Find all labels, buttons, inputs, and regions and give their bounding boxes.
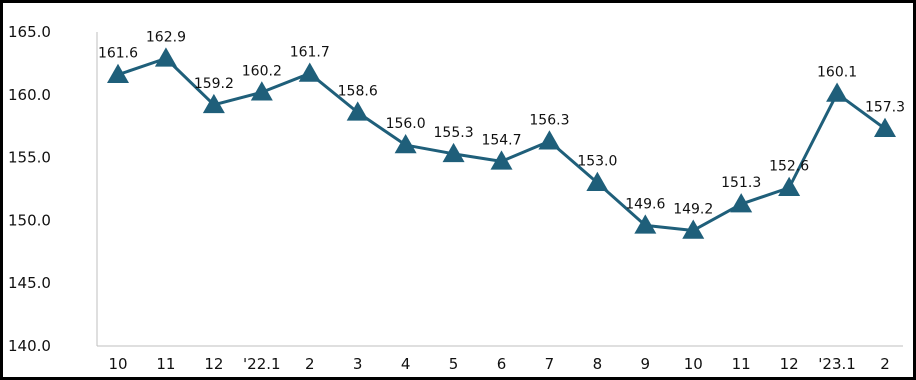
data-point-marker xyxy=(394,134,417,154)
y-tick-label: 160.0 xyxy=(8,86,51,104)
data-label: 149.2 xyxy=(673,201,713,217)
data-label: 159.2 xyxy=(194,76,234,92)
data-label: 161.6 xyxy=(98,46,138,62)
x-tick-label: 6 xyxy=(497,355,507,373)
data-label: 162.9 xyxy=(146,29,186,45)
data-point-marker xyxy=(586,171,609,191)
data-label: 160.1 xyxy=(817,65,857,81)
data-label: 151.3 xyxy=(721,175,761,191)
data-point-marker xyxy=(298,62,321,82)
x-tick-labels: 10 11 12 '22.1 2 3 4 5 6 7 8 9 10 11 12 '23.1 2 xyxy=(108,355,889,373)
series-markers xyxy=(107,47,896,239)
data-point-marker xyxy=(682,219,705,239)
y-tick-label: 155.0 xyxy=(8,149,51,167)
x-tick-label: 12 xyxy=(780,355,799,373)
data-point-marker xyxy=(202,93,225,114)
x-tick-label: 8 xyxy=(593,355,603,373)
line-chart: 140.0 145.0 150.0 155.0 160.0 165.0 10 11 12 '22… xyxy=(8,23,905,373)
x-tick-label: 9 xyxy=(641,355,651,373)
data-point-marker xyxy=(154,47,177,67)
x-tick-label: 5 xyxy=(449,355,459,373)
data-label: 158.6 xyxy=(338,83,378,99)
data-point-marker xyxy=(346,101,369,121)
x-tick-label: '23.1 xyxy=(818,355,856,373)
x-tick-label: 11 xyxy=(732,355,751,373)
data-point-marker xyxy=(538,130,561,150)
data-label: 153.0 xyxy=(577,154,617,170)
y-tick-labels: 140.0 145.0 150.0 155.0 160.0 165.0 xyxy=(8,23,51,355)
data-point-marker xyxy=(730,193,753,213)
x-tick-label: 12 xyxy=(204,355,223,373)
x-tick-label: 10 xyxy=(684,355,703,373)
data-label: 154.7 xyxy=(481,132,521,148)
x-tick-label: 4 xyxy=(401,355,411,373)
data-labels: 161.6 162.9 159.2 160.2 161.7 158.6 156.0 155.3… xyxy=(98,29,905,217)
x-tick-label: 3 xyxy=(353,355,363,373)
data-label: 161.7 xyxy=(290,44,330,60)
y-tick-label: 145.0 xyxy=(8,274,51,292)
data-label: 155.3 xyxy=(434,125,474,141)
data-point-marker xyxy=(250,81,273,101)
data-point-marker xyxy=(826,82,849,102)
y-tick-label: 140.0 xyxy=(8,337,51,355)
data-point-marker xyxy=(107,63,129,83)
y-tick-label: 165.0 xyxy=(8,23,51,41)
chart-axes xyxy=(96,32,903,347)
x-tick-label: 11 xyxy=(156,355,175,373)
data-label: 160.2 xyxy=(242,63,282,79)
data-label: 156.3 xyxy=(529,112,569,128)
data-point-marker xyxy=(634,214,657,234)
data-point-marker xyxy=(778,176,801,196)
data-point-marker xyxy=(874,117,896,137)
data-point-marker xyxy=(490,150,513,170)
x-tick-label: 2 xyxy=(880,355,890,373)
data-label: 156.0 xyxy=(386,116,426,132)
x-tick-label: 2 xyxy=(305,355,315,373)
x-tick-label: 10 xyxy=(108,355,127,373)
x-tick-label: '22.1 xyxy=(243,355,281,373)
data-point-marker xyxy=(442,142,465,163)
y-tick-label: 150.0 xyxy=(8,211,51,229)
data-label: 149.6 xyxy=(625,196,665,212)
data-label: 157.3 xyxy=(865,100,905,116)
data-label: 152.6 xyxy=(769,159,809,175)
x-tick-label: 7 xyxy=(545,355,555,373)
